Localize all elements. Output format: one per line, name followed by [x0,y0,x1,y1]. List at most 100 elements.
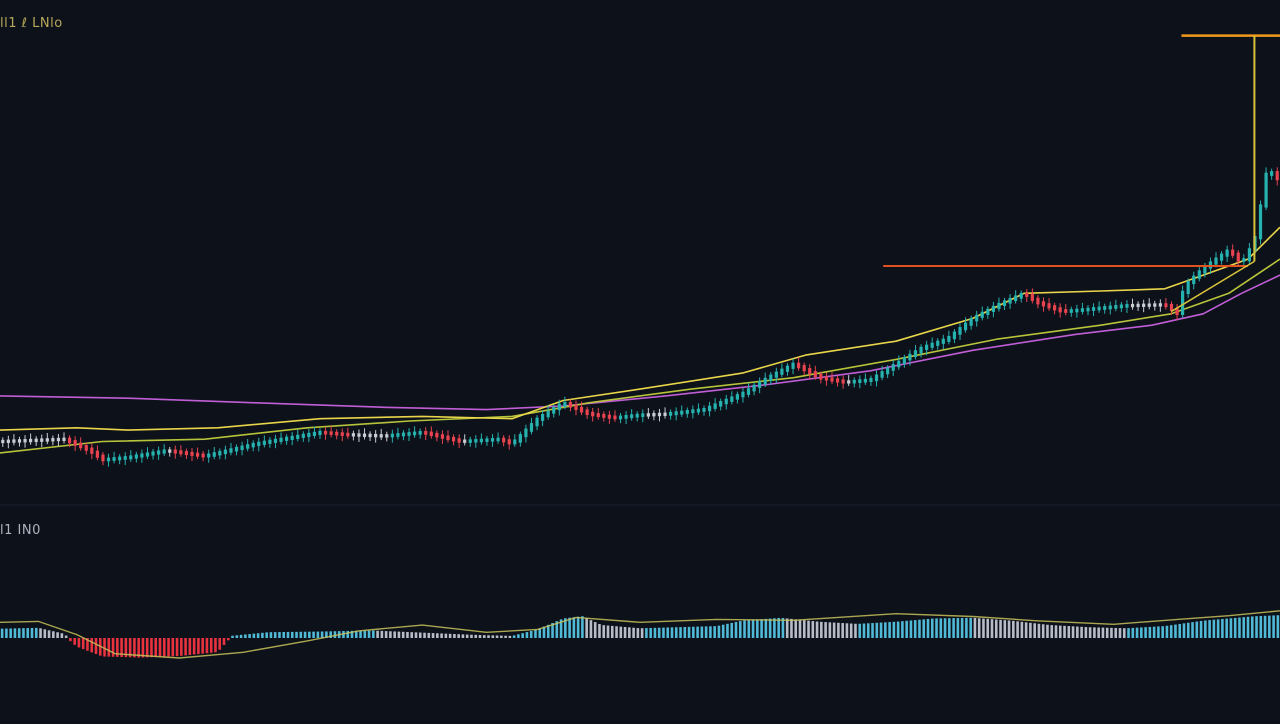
histogram-bar [239,634,243,638]
histogram-bar [329,631,332,638]
histogram-bar [1246,616,1250,638]
histogram-bar [1238,617,1241,638]
candle-body [847,380,851,384]
histogram-bar [726,623,729,638]
histogram-bar [406,631,409,638]
histogram-bar [397,631,401,638]
histogram-bar [52,631,55,638]
histogram-bar [278,632,281,638]
histogram-bar [956,618,960,638]
histogram-bar [645,628,648,638]
histogram-bar [674,627,678,638]
candle-body [168,449,172,453]
histogram-bar [43,629,47,638]
histogram-bar [640,628,644,638]
candle-body [674,411,678,416]
histogram-bar [500,635,503,638]
histogram-bar [1250,616,1254,638]
histogram-bar [470,634,473,638]
histogram-bar [354,630,358,638]
candle-body [479,438,483,443]
candle-body [101,454,105,462]
histogram-bar [401,631,405,638]
histogram-bar [534,629,537,638]
candle-body [1008,297,1012,304]
histogram-bar [1174,624,1177,638]
histogram-bar [709,626,712,638]
candle-body [318,430,322,435]
candle-body [769,374,773,382]
histogram-bar [982,618,985,638]
candle-body [45,438,49,442]
candle-body [407,432,411,436]
histogram-bar [1233,617,1237,638]
candle-body [969,318,973,326]
candle-body [591,411,595,417]
histogram-bar [892,621,896,638]
candle-body [179,450,183,455]
histogram-bar [1255,616,1258,638]
candle-body [535,417,539,427]
histogram-bar [1144,627,1147,638]
candle-body [329,431,333,435]
candle-body [507,439,511,445]
candle-body [1086,307,1090,312]
candle-body [941,338,945,344]
candle-body [29,438,33,443]
histogram-bar [700,626,704,638]
histogram-bar [218,638,222,650]
histogram-bar [1221,618,1224,638]
histogram-bar [1093,627,1096,638]
candle-body [1097,306,1101,311]
candle-body [218,450,222,456]
candle-body [145,452,150,457]
histogram-bar [465,634,469,638]
histogram-bar [1012,620,1015,638]
candle-body [763,377,767,385]
candle-body [913,350,918,357]
candle-body [908,353,912,361]
candle-body [886,367,890,375]
candle-body [513,439,517,445]
candle-body [646,413,650,417]
histogram-bar [662,627,665,638]
histogram-bar [632,627,635,638]
candle-body [869,378,873,383]
histogram-bar [124,638,128,658]
candle-body [502,437,506,443]
candle-body [40,438,44,442]
candle-body [830,377,834,382]
histogram-bar [926,618,930,638]
candle-body [1053,305,1057,311]
candle-body [991,305,995,312]
histogram-bar [943,618,947,638]
histogram-bar [529,630,533,638]
histogram-bar [905,620,908,638]
histogram-bar [1122,628,1126,638]
candle-body [635,413,639,418]
candle-body [301,433,305,438]
histogram-bar [952,618,955,638]
candle-body [930,342,934,348]
histogram-bar [854,623,857,638]
histogram-bar [205,638,209,654]
histogram-bar [145,638,149,658]
candle-body [1158,303,1162,307]
candle-body [835,378,840,383]
histogram-bar [551,622,554,638]
candle-body [296,434,300,439]
price-panel [0,34,1280,467]
histogram-bar [1097,627,1100,638]
histogram-bar [453,633,456,638]
histogram-bar [248,634,251,638]
histogram-bar [525,632,529,638]
candle-body [357,433,361,437]
candle-body [257,441,261,447]
candle-body [207,453,211,458]
candle-body [340,432,344,436]
histogram-bar [913,620,917,638]
histogram-bar [606,625,610,638]
histogram-bar [116,638,119,657]
candle-body [157,450,161,455]
histogram-bar [1135,627,1139,638]
